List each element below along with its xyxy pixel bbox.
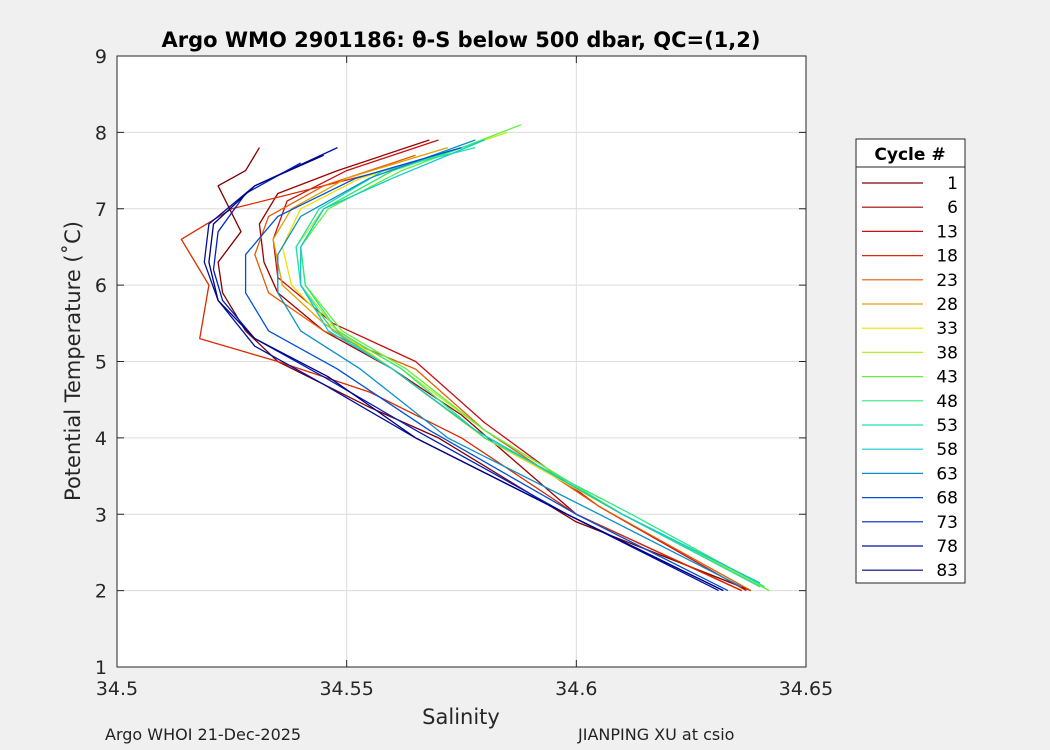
x-tick-label: 34.5: [96, 678, 138, 700]
legend-label-83: 83: [936, 561, 958, 581]
legend-label-78: 78: [936, 537, 958, 557]
series-layer: [180, 124, 770, 592]
series-line-cycle-18: [180, 162, 742, 592]
series-line-cycle-68: [244, 146, 729, 592]
tick-labels: 34.5 34.55 34.6 34.65 1 2 3 4 5 6 7 8 9: [95, 46, 833, 700]
legend-label-38: 38: [936, 343, 958, 363]
legend: Cycle # 1 6 13 18 23 28 33 38 43 48 53 58 63 68 73 78 83: [855, 138, 966, 584]
x-tick-label: 34.55: [319, 678, 373, 700]
legend-label-1: 1: [947, 174, 958, 194]
legend-label-73: 73: [936, 513, 958, 533]
legend-label-33: 33: [936, 319, 958, 339]
y-tick-label: 3: [95, 504, 107, 526]
y-axis-label: Potential Temperature (˚C): [61, 221, 85, 501]
legend-box: [855, 138, 966, 584]
x-tick-label: 34.6: [555, 678, 597, 700]
series-line-cycle-43: [300, 124, 770, 592]
y-tick-label: 2: [95, 581, 107, 603]
series-line-cycle-33: [281, 146, 765, 588]
y-tick-label: 8: [95, 122, 107, 144]
series-line-cycle-83: [208, 154, 724, 592]
legend-label-53: 53: [936, 416, 958, 436]
x-tick-label: 34.65: [779, 678, 833, 700]
chart-title: Argo WMO 2901186: θ-S below 500 dbar, QC…: [162, 28, 761, 52]
legend-label-6: 6: [947, 198, 958, 218]
legend-label-68: 68: [936, 489, 958, 509]
y-tick-label: 6: [95, 275, 107, 297]
legend-label-13: 13: [936, 222, 958, 242]
x-axis-label: Salinity: [422, 705, 500, 729]
legend-label-23: 23: [936, 271, 958, 291]
series-line-cycle-63: [277, 139, 742, 588]
y-tick-label: 9: [95, 46, 107, 68]
y-tick-label: 7: [95, 199, 107, 221]
footer-right-text: JIANPING XU at csio: [578, 725, 735, 744]
y-tick-label: 4: [95, 428, 107, 450]
series-line-cycle-73: [212, 162, 724, 592]
legend-label-63: 63: [936, 464, 958, 484]
series-line-cycle-58: [300, 139, 761, 584]
legend-label-28: 28: [936, 295, 958, 315]
legend-label-58: 58: [936, 440, 958, 460]
series-line-cycle-1: [217, 147, 752, 592]
axis-ticks: [116, 55, 807, 668]
y-tick-label: 5: [95, 352, 107, 374]
legend-label-18: 18: [936, 247, 958, 267]
legend-label-48: 48: [936, 392, 958, 412]
legend-label-43: 43: [936, 368, 958, 388]
grid-lines: [116, 55, 807, 668]
legend-entries: 1 6 13 18 23 28 33 38 43 48 53 58 63 68 73 78 83: [862, 174, 958, 581]
series-line-cycle-48: [300, 139, 766, 588]
y-tick-label: 1: [95, 657, 107, 679]
footer-left-text: Argo WHOI 21-Dec-2025: [105, 725, 302, 744]
legend-title: Cycle #: [874, 145, 945, 165]
